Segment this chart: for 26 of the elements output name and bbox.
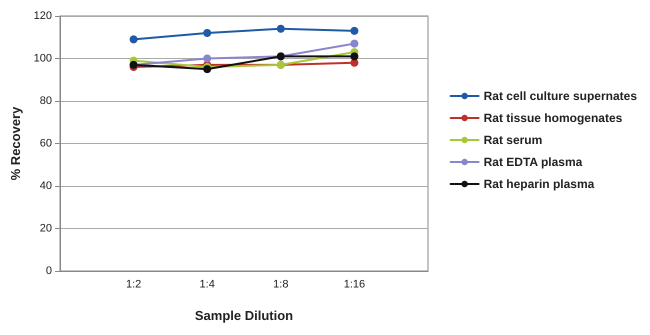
point — [350, 40, 358, 48]
legend-label: Rat heparin plasma — [484, 177, 595, 191]
point — [203, 29, 212, 37]
point — [203, 65, 212, 74]
y-tick-label: 20 — [40, 222, 52, 234]
x-axis-title: Sample Dilution — [194, 308, 294, 323]
x-tick-label: 1:4 — [200, 278, 215, 290]
y-tick-label: 120 — [34, 10, 52, 22]
x-tick-label: 1:2 — [126, 278, 142, 290]
point — [130, 35, 138, 44]
y-tick-label: 60 — [40, 138, 52, 150]
y-tick-label: 0 — [46, 265, 52, 277]
x-tick-label: 1:8 — [273, 278, 288, 290]
point — [276, 24, 285, 33]
legend-label: Rat cell culture supernates — [484, 89, 638, 103]
point — [203, 54, 212, 62]
point — [350, 26, 358, 35]
y-axis-title: % Recovery — [8, 106, 23, 180]
x-tick-label: 1:16 — [344, 278, 366, 290]
legend-label: Rat serum — [484, 133, 542, 147]
point — [350, 52, 358, 60]
legend-label: Rat EDTA plasma — [484, 155, 583, 169]
y-tick-label: 80 — [40, 95, 52, 107]
legend-label: Rat tissue homogenates — [484, 111, 623, 125]
y-tick-label: 100 — [34, 52, 52, 64]
y-tick-label: 40 — [40, 180, 52, 192]
